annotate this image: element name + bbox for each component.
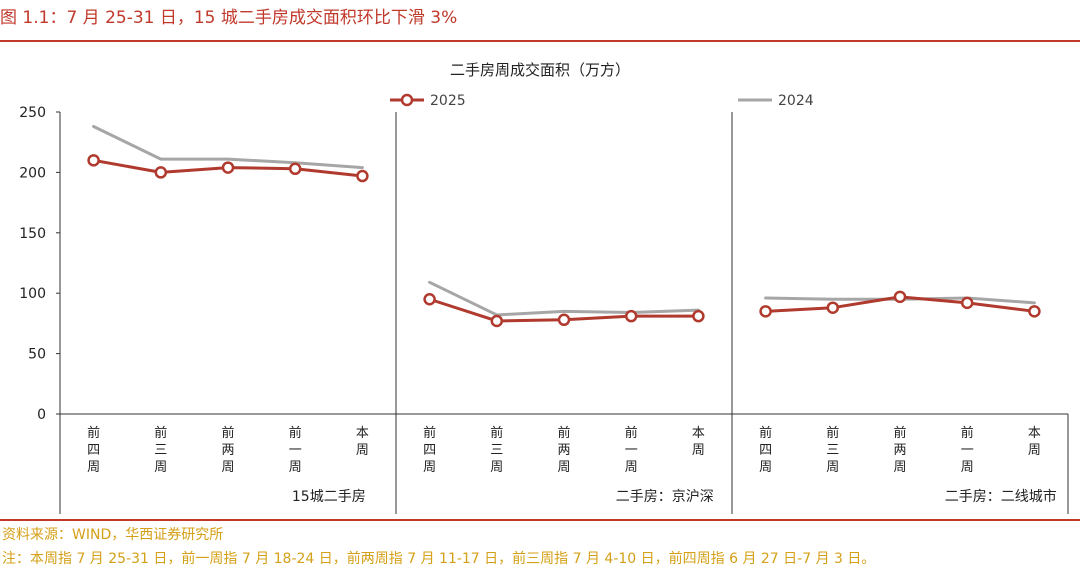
y-tick-label: 0 (37, 407, 46, 423)
legend-label-2024: 2024 (778, 93, 814, 109)
data-point-2025 (356, 169, 369, 183)
figure-title: 图 1.1：7 月 25-31 日，15 城二手房成交面积环比下滑 3% (0, 8, 458, 28)
x-tick-label: 前一周 (625, 425, 638, 475)
x-tick-label: 前四周 (759, 425, 772, 475)
x-tick-label: 前一周 (289, 425, 302, 475)
x-tick-label: 前两周 (893, 425, 906, 475)
data-point-2025 (826, 301, 840, 314)
panel-label: 二手房：京沪深 (616, 489, 714, 505)
x-tick-label: 前三周 (154, 425, 167, 475)
x-tick-label: 前三周 (826, 425, 839, 475)
x-tick-label: 前两周 (221, 425, 234, 475)
x-tick-label: 前四周 (423, 425, 436, 475)
legend-marker-2025 (400, 93, 414, 107)
chart-plot-area (87, 124, 1041, 328)
footnote: 注：本周指 7 月 25-31 日，前一周指 7 月 18-24 日，前两周指 … (2, 551, 876, 567)
data-point-2025 (1028, 305, 1041, 318)
x-tick-label: 本周 (1028, 426, 1041, 458)
panel-label: 二手房：二线城市 (945, 488, 1057, 505)
legend-label-2025: 2025 (430, 93, 466, 109)
series-line-2024 (92, 124, 364, 170)
data-point-2025 (624, 309, 638, 323)
series-line-2024 (428, 280, 700, 317)
data-point-2025 (221, 161, 235, 174)
chart-axes: 0 50 100 150 200 250 前四周 前三周 前两周 前一周 本周 15城二手房 前四周 前三… (19, 105, 1069, 514)
x-tick-label: 本周 (356, 426, 369, 458)
chart-title: 二手房周成交面积（万方） (450, 61, 630, 79)
bottom-divider (0, 519, 1080, 521)
chart-legend: 2025 2024 (390, 93, 814, 109)
data-point-2025 (557, 313, 571, 327)
y-tick-label: 250 (19, 105, 46, 121)
data-point-2025 (288, 162, 302, 176)
data-point-2025 (692, 309, 705, 323)
y-tick-label: 100 (19, 286, 46, 302)
data-point-2025 (893, 290, 907, 304)
x-tick-label: 前三周 (490, 425, 503, 475)
data-point-2025 (490, 314, 504, 328)
y-tick-label: 50 (28, 347, 46, 363)
y-tick-label: 150 (19, 226, 46, 242)
x-tick-label: 前一周 (961, 425, 974, 475)
x-tick-label: 本周 (692, 426, 705, 458)
data-point-2025 (960, 296, 974, 310)
line-chart: 二手房周成交面积（万方） 2025 2024 0 50 100 150 200 250 前四周… (19, 61, 1069, 514)
x-tick-label: 前两周 (557, 425, 570, 475)
x-tick-label: 前四周 (87, 425, 100, 475)
top-divider (0, 40, 1080, 42)
y-tick-label: 200 (19, 165, 46, 181)
data-point-2025 (154, 166, 168, 179)
source-note: 资料来源：WIND，华西证券研究所 (2, 527, 224, 543)
data-point-2025 (423, 292, 436, 306)
panel-label: 15城二手房 (292, 489, 366, 505)
data-point-2025 (87, 154, 100, 167)
data-point-2025 (759, 305, 772, 318)
